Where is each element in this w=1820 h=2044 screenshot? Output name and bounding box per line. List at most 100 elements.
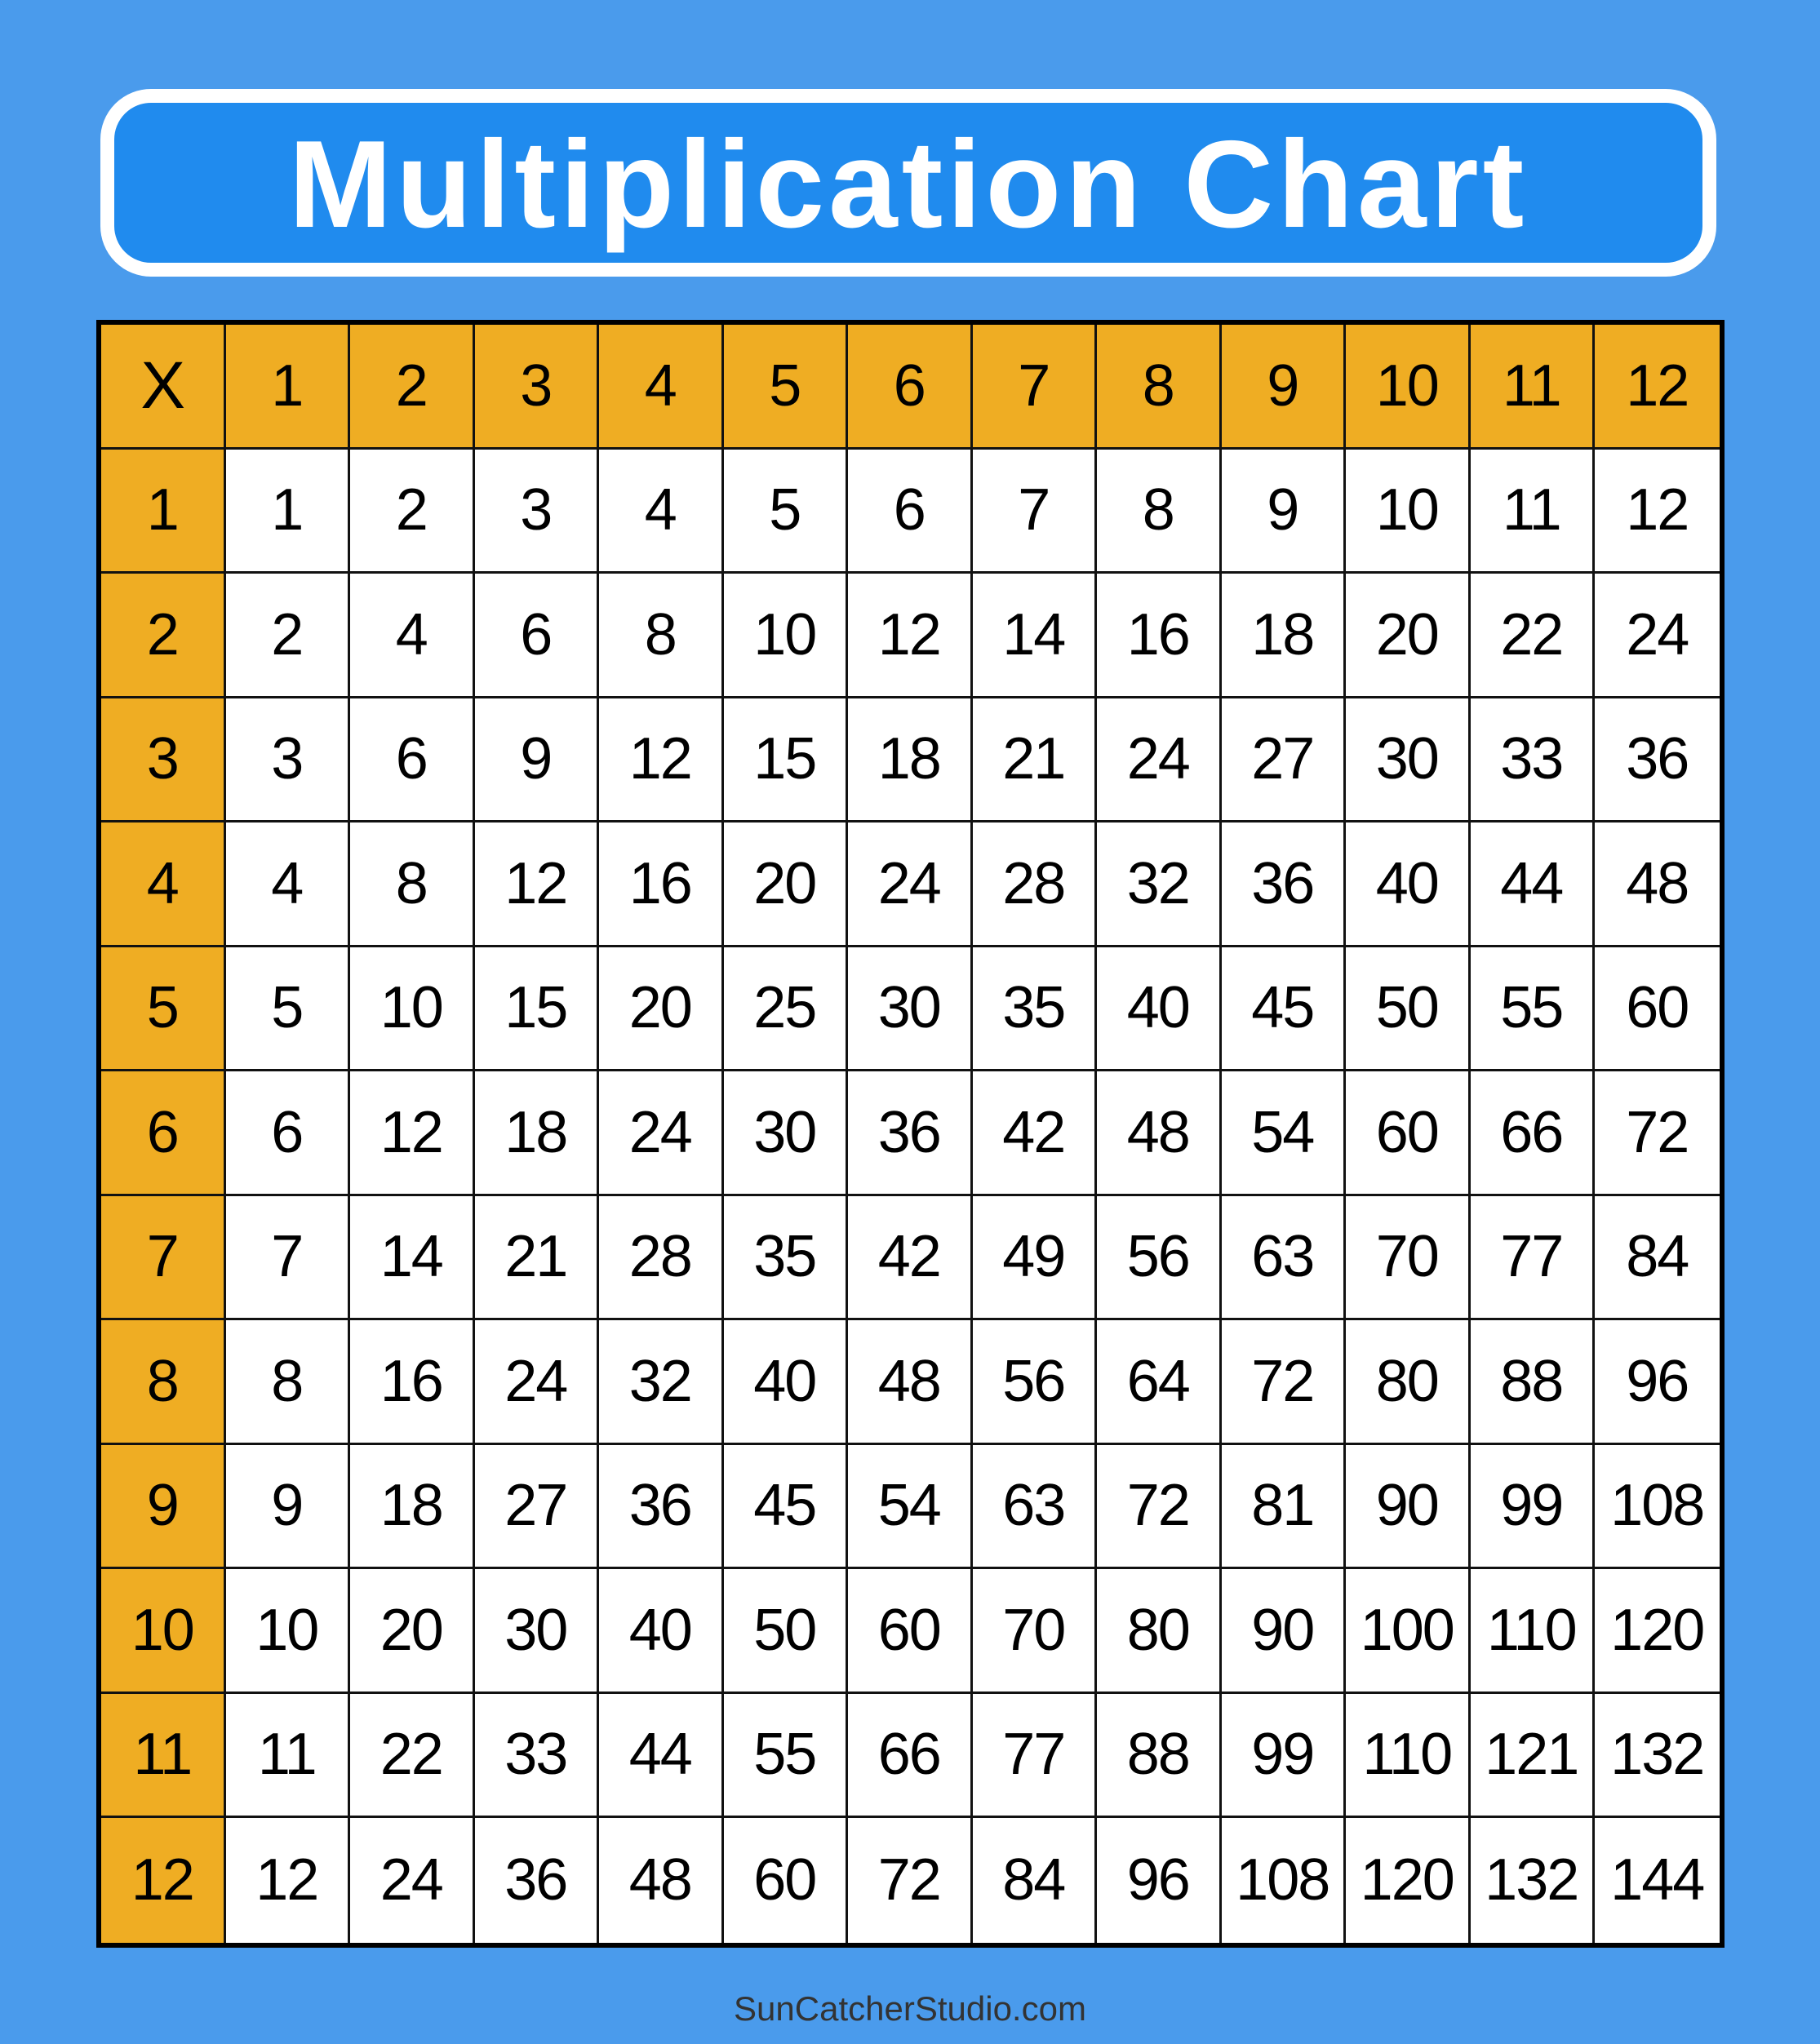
column-header: 6 bbox=[848, 325, 973, 450]
table-cell: 28 bbox=[599, 1195, 724, 1320]
table-cell: 70 bbox=[1346, 1195, 1471, 1320]
table-cell: 27 bbox=[1221, 698, 1346, 822]
table-cell: 45 bbox=[723, 1444, 848, 1569]
table-cell: 55 bbox=[1470, 947, 1595, 1071]
table-cell: 35 bbox=[723, 1195, 848, 1320]
table-cell: 24 bbox=[474, 1320, 599, 1445]
table-cell: 88 bbox=[1097, 1693, 1222, 1818]
table-cell: 33 bbox=[1470, 698, 1595, 822]
table-cell: 72 bbox=[1595, 1071, 1720, 1196]
table-cell: 36 bbox=[474, 1818, 599, 1943]
table-cell: 110 bbox=[1346, 1693, 1471, 1818]
table-cell: 22 bbox=[1470, 574, 1595, 698]
table-cell: 8 bbox=[225, 1320, 350, 1445]
table-cell: 66 bbox=[1470, 1071, 1595, 1196]
table-cell: 3 bbox=[225, 698, 350, 822]
table-cell: 55 bbox=[723, 1693, 848, 1818]
table-cell: 20 bbox=[350, 1569, 475, 1694]
table-cell: 81 bbox=[1221, 1444, 1346, 1569]
table-cell: 36 bbox=[1595, 698, 1720, 822]
table-cell: 80 bbox=[1346, 1320, 1471, 1445]
table-cell: 21 bbox=[474, 1195, 599, 1320]
table-cell: 5 bbox=[225, 947, 350, 1071]
row-header: 4 bbox=[101, 822, 226, 947]
column-header: 10 bbox=[1346, 325, 1471, 450]
column-header: 4 bbox=[599, 325, 724, 450]
row-header: 11 bbox=[101, 1693, 226, 1818]
row-header: 3 bbox=[101, 698, 226, 822]
table-cell: 36 bbox=[1221, 822, 1346, 947]
table-cell: 10 bbox=[225, 1569, 350, 1694]
table-cell: 42 bbox=[972, 1071, 1097, 1196]
table-cell: 12 bbox=[225, 1818, 350, 1943]
table-cell: 44 bbox=[599, 1693, 724, 1818]
table-cell: 30 bbox=[848, 947, 973, 1071]
table-cell: 21 bbox=[972, 698, 1097, 822]
multiplication-table: X 1 2 3 4 5 6 7 8 9 10 11 12 1 1 2 3 4 5 6 7 8 9 10 11 12 2 2 4 6 8 10 1… bbox=[96, 320, 1725, 1948]
table-cell: 48 bbox=[1595, 822, 1720, 947]
table-cell: 42 bbox=[848, 1195, 973, 1320]
table-cell: 22 bbox=[350, 1693, 475, 1818]
table-cell: 48 bbox=[1097, 1071, 1222, 1196]
table-cell: 120 bbox=[1595, 1569, 1720, 1694]
table-cell: 80 bbox=[1097, 1569, 1222, 1694]
table-cell: 28 bbox=[972, 822, 1097, 947]
table-cell: 15 bbox=[474, 947, 599, 1071]
row-header: 2 bbox=[101, 574, 226, 698]
table-cell: 10 bbox=[350, 947, 475, 1071]
table-cell: 12 bbox=[474, 822, 599, 947]
table-cell: 66 bbox=[848, 1693, 973, 1818]
table-cell: 30 bbox=[1346, 698, 1471, 822]
table-cell: 56 bbox=[972, 1320, 1097, 1445]
row-header: 5 bbox=[101, 947, 226, 1071]
table-cell: 12 bbox=[350, 1071, 475, 1196]
table-cell: 110 bbox=[1470, 1569, 1595, 1694]
table-cell: 99 bbox=[1470, 1444, 1595, 1569]
table-cell: 40 bbox=[1346, 822, 1471, 947]
table-cell: 144 bbox=[1595, 1818, 1720, 1943]
table-cell: 40 bbox=[723, 1320, 848, 1445]
footer-credit: SunCatcherStudio.com bbox=[734, 1989, 1086, 2028]
table-cell: 1 bbox=[225, 449, 350, 574]
table-cell: 20 bbox=[599, 947, 724, 1071]
table-cell: 6 bbox=[474, 574, 599, 698]
table-cell: 132 bbox=[1595, 1693, 1720, 1818]
table-cell: 32 bbox=[1097, 822, 1222, 947]
table-cell: 16 bbox=[1097, 574, 1222, 698]
column-header: 7 bbox=[972, 325, 1097, 450]
table-cell: 120 bbox=[1346, 1818, 1471, 1943]
table-cell: 99 bbox=[1221, 1693, 1346, 1818]
table-cell: 60 bbox=[848, 1569, 973, 1694]
table-cell: 7 bbox=[225, 1195, 350, 1320]
table-cell: 24 bbox=[1595, 574, 1720, 698]
table-cell: 35 bbox=[972, 947, 1097, 1071]
table-cell: 33 bbox=[474, 1693, 599, 1818]
table-cell: 48 bbox=[848, 1320, 973, 1445]
table-cell: 20 bbox=[1346, 574, 1471, 698]
table-cell: 84 bbox=[972, 1818, 1097, 1943]
table-cell: 96 bbox=[1595, 1320, 1720, 1445]
table-cell: 60 bbox=[1595, 947, 1720, 1071]
table-cell: 40 bbox=[1097, 947, 1222, 1071]
column-header: 2 bbox=[350, 325, 475, 450]
table-cell: 10 bbox=[723, 574, 848, 698]
column-header: 3 bbox=[474, 325, 599, 450]
table-cell: 20 bbox=[723, 822, 848, 947]
table-cell: 70 bbox=[972, 1569, 1097, 1694]
table-cell: 88 bbox=[1470, 1320, 1595, 1445]
table-cell: 72 bbox=[1221, 1320, 1346, 1445]
row-header: 12 bbox=[101, 1818, 226, 1943]
table-cell: 100 bbox=[1346, 1569, 1471, 1694]
table-cell: 18 bbox=[350, 1444, 475, 1569]
table-cell: 2 bbox=[225, 574, 350, 698]
table-cell: 9 bbox=[474, 698, 599, 822]
table-cell: 12 bbox=[599, 698, 724, 822]
table-cell: 8 bbox=[350, 822, 475, 947]
table-cell: 24 bbox=[350, 1818, 475, 1943]
table-cell: 18 bbox=[848, 698, 973, 822]
corner-cell: X bbox=[101, 325, 226, 450]
row-header: 10 bbox=[101, 1569, 226, 1694]
column-header: 12 bbox=[1595, 325, 1720, 450]
table-cell: 63 bbox=[972, 1444, 1097, 1569]
table-cell: 15 bbox=[723, 698, 848, 822]
